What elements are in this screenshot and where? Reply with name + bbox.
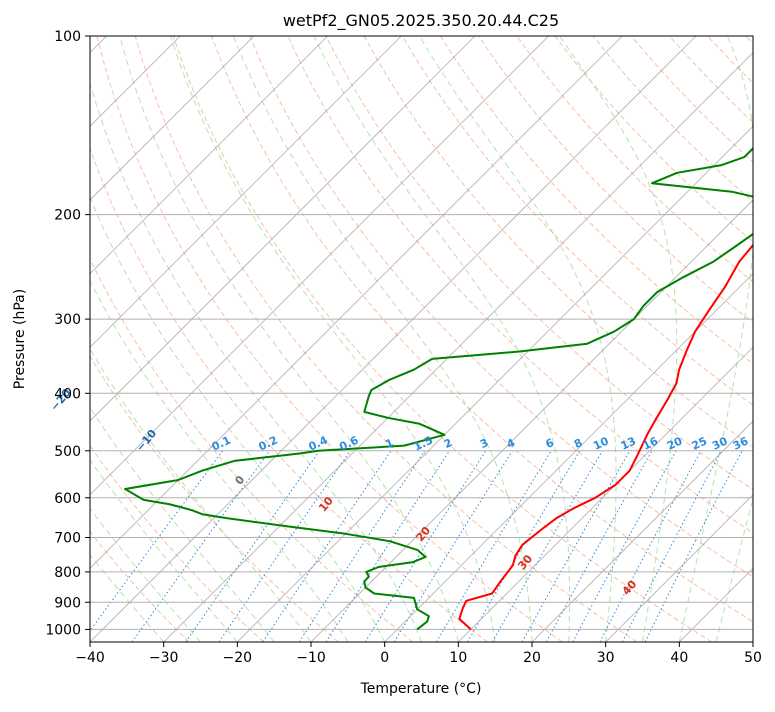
y-tick-label: 600 bbox=[54, 491, 81, 507]
isotherm-line bbox=[385, 36, 775, 642]
y-tick-label: 500 bbox=[54, 444, 81, 460]
dry-adiabat-line bbox=[669, 36, 775, 642]
moist-adiabat-line bbox=[716, 36, 775, 642]
isotherm-line bbox=[679, 36, 775, 642]
mixing-ratio-label: 25 bbox=[690, 435, 709, 453]
dry-adiabat-label: 0 bbox=[232, 473, 247, 487]
x-tick-label: 0 bbox=[380, 650, 389, 666]
mixing-ratio-label: 1 bbox=[383, 436, 395, 451]
y-tick-label: 900 bbox=[54, 595, 81, 611]
moist-adiabat-line bbox=[120, 36, 459, 642]
isotherm-line bbox=[0, 36, 475, 642]
dry-adiabat-line bbox=[0, 36, 338, 642]
background-lines bbox=[0, 36, 775, 642]
dry-adiabat-line bbox=[593, 36, 775, 642]
y-tick-label: 300 bbox=[54, 312, 81, 328]
x-axis-label: Temperature (°C) bbox=[360, 681, 482, 697]
mixing-ratio-label: 20 bbox=[665, 434, 685, 452]
moist-adiabat-line bbox=[0, 208, 201, 642]
mixing-ratio-label: 13 bbox=[619, 434, 638, 452]
isotherm-line bbox=[164, 36, 770, 642]
profiles bbox=[125, 36, 775, 629]
x-tick-label: 30 bbox=[597, 650, 615, 666]
dry-adiabat-line bbox=[479, 36, 775, 642]
dry-adiabat-label: 20 bbox=[413, 524, 433, 544]
y-tick-label: 400 bbox=[54, 386, 81, 402]
moist-adiabat-line bbox=[5, 141, 311, 643]
dry-adiabat-label: −10 bbox=[134, 427, 160, 454]
isotherm-line bbox=[753, 36, 775, 642]
x-tick-label: 40 bbox=[670, 650, 688, 666]
moist-adiabat-line bbox=[0, 188, 237, 643]
mixing-ratio-line bbox=[82, 451, 223, 642]
mixing-ratio-line bbox=[263, 451, 391, 642]
dry-adiabat-line bbox=[0, 36, 189, 642]
dry-adiabat-line bbox=[440, 36, 775, 642]
isotherm-line bbox=[237, 36, 775, 642]
dry-adiabat-line bbox=[517, 36, 775, 642]
line-labels: −100−90−80−70−60−50−40−30−20−10010203040… bbox=[0, 97, 751, 598]
mixing-ratio-label: 3 bbox=[478, 436, 490, 451]
mixing-ratio-line bbox=[326, 451, 450, 642]
y-tick-label: 700 bbox=[54, 531, 81, 547]
mixing-ratio-label: 36 bbox=[731, 434, 751, 452]
mixing-ratio-label: 16 bbox=[641, 434, 661, 452]
isotherm-line bbox=[311, 36, 775, 642]
x-tick-label: −20 bbox=[223, 650, 253, 666]
x-tick-label: 10 bbox=[449, 650, 467, 666]
dry-adiabat-line bbox=[0, 36, 264, 642]
x-tick-label: −10 bbox=[296, 650, 326, 666]
moist-adiabat-line bbox=[0, 165, 274, 642]
dry-adiabat-line bbox=[135, 36, 637, 642]
isotherm-line bbox=[16, 36, 622, 642]
y-tick-label: 800 bbox=[54, 565, 81, 581]
dry-adiabat-line bbox=[364, 36, 775, 642]
moist-adiabat-line bbox=[560, 36, 677, 642]
mixing-ratio-line bbox=[622, 451, 721, 642]
x-tick-label: −40 bbox=[75, 650, 105, 666]
mixing-ratio-label: 6 bbox=[544, 436, 557, 451]
mixing-ratio-line bbox=[436, 451, 551, 642]
x-tick-label: 50 bbox=[744, 650, 762, 666]
isotherm-line bbox=[90, 36, 696, 642]
dry-adiabat-line bbox=[212, 36, 775, 642]
y-tick-label: 1000 bbox=[45, 622, 81, 638]
grid bbox=[0, 36, 775, 642]
x-tick-label: −30 bbox=[149, 650, 179, 666]
isotherm-line bbox=[458, 36, 775, 642]
dry-adiabat-label: 30 bbox=[515, 552, 535, 572]
dewpoint-line bbox=[125, 36, 775, 629]
chart-title: wetPf2_GN05.2025.350.20.44.C25 bbox=[283, 11, 559, 31]
mixing-ratio-label: 2 bbox=[442, 436, 454, 451]
isotherm-line bbox=[0, 36, 254, 642]
dry-adiabat-label: 40 bbox=[620, 578, 640, 598]
mixing-ratio-label: 10 bbox=[591, 434, 611, 452]
moist-adiabat-line bbox=[233, 36, 532, 642]
y-tick-label: 200 bbox=[54, 208, 81, 224]
mixing-ratio-line bbox=[468, 451, 580, 642]
dry-adiabat-line bbox=[59, 36, 488, 642]
mixing-ratio-label: 4 bbox=[505, 436, 518, 451]
mixing-ratio-label: 30 bbox=[710, 434, 730, 452]
y-axis-label: Pressure (hPa) bbox=[12, 289, 28, 389]
y-tick-label: 100 bbox=[54, 29, 81, 45]
mixing-ratio-line bbox=[573, 451, 676, 642]
dry-adiabat-line bbox=[21, 36, 413, 642]
temperature-line bbox=[459, 36, 775, 629]
dry-adiabat-line bbox=[555, 36, 775, 642]
dry-adiabat-line bbox=[708, 36, 775, 642]
isotherm-line bbox=[0, 36, 401, 642]
x-tick-label: 20 bbox=[523, 650, 541, 666]
mixing-ratio-line bbox=[600, 451, 701, 642]
plot-frame bbox=[90, 36, 753, 642]
moist-adiabat-line bbox=[170, 36, 495, 642]
moist-adiabat-line bbox=[84, 61, 422, 642]
dry-adiabat-line bbox=[746, 36, 775, 642]
